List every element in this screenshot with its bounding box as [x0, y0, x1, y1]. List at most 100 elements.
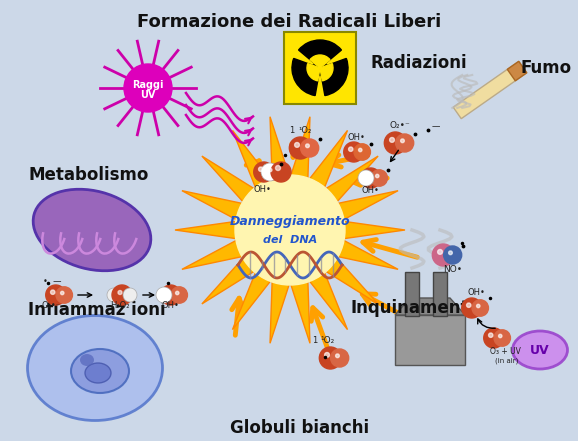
- Circle shape: [261, 163, 279, 181]
- Circle shape: [56, 287, 72, 303]
- Circle shape: [472, 300, 488, 316]
- Text: 1: 1: [289, 126, 294, 135]
- Circle shape: [124, 64, 172, 112]
- Text: O₂•⁻: O₂•⁻: [42, 301, 61, 310]
- Circle shape: [276, 165, 280, 171]
- Circle shape: [354, 144, 370, 160]
- Circle shape: [61, 292, 64, 295]
- Circle shape: [396, 134, 414, 152]
- Circle shape: [171, 287, 187, 303]
- Text: Metabolismo: Metabolismo: [28, 166, 149, 184]
- Circle shape: [336, 354, 339, 358]
- Ellipse shape: [28, 315, 162, 421]
- Text: Globuli bianchi: Globuli bianchi: [230, 419, 369, 437]
- Text: NO•: NO•: [443, 265, 462, 274]
- Circle shape: [264, 164, 280, 180]
- Circle shape: [107, 288, 121, 302]
- Circle shape: [361, 168, 381, 188]
- Circle shape: [358, 170, 374, 186]
- Circle shape: [306, 144, 309, 148]
- Text: O₃ + UV: O₃ + UV: [490, 347, 521, 356]
- FancyBboxPatch shape: [433, 272, 447, 316]
- Circle shape: [112, 285, 132, 305]
- Ellipse shape: [33, 189, 151, 271]
- Circle shape: [301, 139, 318, 157]
- Circle shape: [325, 352, 329, 357]
- Wedge shape: [307, 64, 320, 81]
- Circle shape: [376, 174, 379, 178]
- Wedge shape: [320, 58, 348, 96]
- Polygon shape: [507, 61, 527, 81]
- Text: UV: UV: [140, 90, 155, 100]
- Circle shape: [319, 347, 342, 369]
- Text: OH•: OH•: [468, 288, 486, 297]
- Text: —: —: [432, 122, 440, 131]
- Polygon shape: [453, 61, 527, 119]
- Circle shape: [499, 334, 502, 338]
- Text: ¹O₂: ¹O₂: [298, 126, 311, 135]
- Text: UV: UV: [530, 344, 550, 356]
- Polygon shape: [395, 298, 465, 315]
- Wedge shape: [299, 40, 342, 68]
- FancyBboxPatch shape: [405, 272, 419, 316]
- Text: 1: 1: [312, 336, 317, 345]
- FancyBboxPatch shape: [284, 32, 356, 104]
- Text: del  DNA: del DNA: [263, 235, 317, 245]
- Text: OH•: OH•: [362, 186, 380, 195]
- Text: Fumo: Fumo: [520, 59, 571, 77]
- Circle shape: [46, 285, 66, 305]
- Text: Inquinamento: Inquinamento: [350, 299, 480, 317]
- Wedge shape: [320, 64, 333, 81]
- Text: Danneggiamento: Danneggiamento: [229, 216, 350, 228]
- Ellipse shape: [71, 349, 129, 393]
- Text: OH•: OH•: [162, 301, 180, 310]
- Circle shape: [258, 167, 263, 172]
- Ellipse shape: [80, 354, 94, 366]
- Circle shape: [438, 250, 442, 254]
- Text: Radiazioni: Radiazioni: [370, 54, 466, 72]
- Text: H₂O₂: H₂O₂: [110, 301, 129, 310]
- Circle shape: [118, 291, 122, 295]
- Text: ¹O₂: ¹O₂: [320, 336, 334, 345]
- Ellipse shape: [513, 331, 568, 369]
- Circle shape: [123, 288, 137, 302]
- Circle shape: [235, 175, 345, 285]
- Circle shape: [165, 290, 170, 295]
- Circle shape: [269, 168, 272, 172]
- Circle shape: [176, 292, 179, 295]
- Circle shape: [444, 246, 462, 264]
- Circle shape: [290, 137, 312, 159]
- Circle shape: [371, 170, 387, 186]
- Wedge shape: [310, 55, 330, 68]
- Circle shape: [384, 132, 406, 154]
- Circle shape: [401, 139, 405, 143]
- Circle shape: [432, 244, 454, 266]
- Circle shape: [344, 142, 364, 162]
- Circle shape: [494, 330, 510, 346]
- Circle shape: [156, 287, 172, 303]
- Text: •  —: • —: [43, 277, 61, 286]
- Circle shape: [365, 173, 370, 177]
- Circle shape: [462, 298, 481, 318]
- Circle shape: [466, 303, 471, 307]
- Circle shape: [349, 147, 353, 151]
- Circle shape: [313, 61, 327, 75]
- Circle shape: [488, 333, 493, 337]
- Text: Raggi: Raggi: [132, 80, 164, 90]
- Circle shape: [50, 290, 55, 295]
- Text: (in air): (in air): [495, 358, 518, 365]
- Circle shape: [161, 285, 181, 305]
- Circle shape: [271, 162, 291, 182]
- Circle shape: [484, 328, 504, 348]
- Circle shape: [358, 148, 362, 152]
- Ellipse shape: [85, 363, 111, 383]
- Circle shape: [449, 251, 453, 254]
- Text: OH•: OH•: [253, 185, 271, 194]
- Circle shape: [254, 162, 274, 182]
- Circle shape: [331, 349, 349, 367]
- Text: Formazione dei Radicali Liberi: Formazione dei Radicali Liberi: [137, 13, 441, 31]
- Circle shape: [295, 142, 299, 147]
- FancyBboxPatch shape: [395, 315, 465, 365]
- Polygon shape: [175, 117, 405, 343]
- Text: O₂•⁻: O₂•⁻: [390, 121, 411, 130]
